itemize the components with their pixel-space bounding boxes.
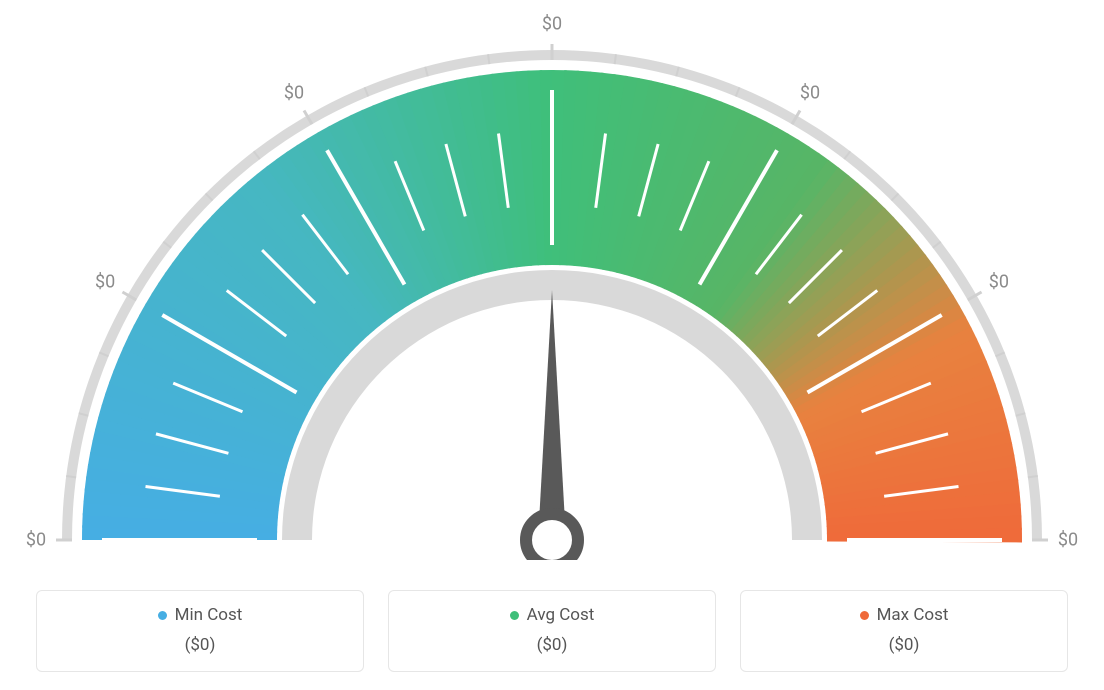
gauge-tick-label: $0 bbox=[284, 83, 304, 104]
gauge-tick-label: $0 bbox=[26, 530, 46, 551]
gauge-tick-label: $0 bbox=[800, 83, 820, 104]
legend-label: Min Cost bbox=[175, 605, 243, 625]
legend-card-avg: Avg Cost ($0) bbox=[388, 590, 716, 673]
dot-icon bbox=[510, 611, 519, 620]
gauge-tick-label: $0 bbox=[95, 272, 115, 293]
gauge-tick-label: $0 bbox=[1058, 530, 1078, 551]
legend-label: Avg Cost bbox=[527, 605, 595, 625]
legend-value: ($0) bbox=[399, 635, 705, 655]
gauge-tick-label: $0 bbox=[989, 272, 1009, 293]
legend-title-min: Min Cost bbox=[158, 605, 243, 625]
dot-icon bbox=[860, 611, 869, 620]
gauge-tick-label: $0 bbox=[542, 14, 562, 35]
legend-card-max: Max Cost ($0) bbox=[740, 590, 1068, 673]
legend-label: Max Cost bbox=[877, 605, 949, 625]
legend-title-avg: Avg Cost bbox=[510, 605, 595, 625]
legend-title-max: Max Cost bbox=[860, 605, 949, 625]
gauge-svg bbox=[27, 0, 1077, 560]
legend-value: ($0) bbox=[751, 635, 1057, 655]
legend-card-min: Min Cost ($0) bbox=[36, 590, 364, 673]
dot-icon bbox=[158, 611, 167, 620]
gauge-chart: $0 $0 $0 $0 $0 $0 $0 bbox=[27, 0, 1077, 560]
legend-value: ($0) bbox=[47, 635, 353, 655]
legend-row: Min Cost ($0) Avg Cost ($0) Max Cost ($0… bbox=[36, 590, 1068, 673]
